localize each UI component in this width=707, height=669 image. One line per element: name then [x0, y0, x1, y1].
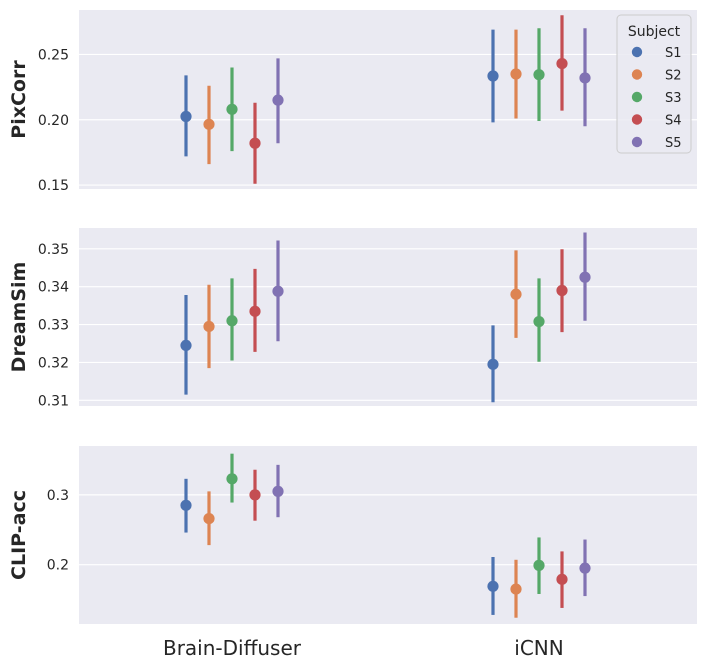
panel-pixcorr: 0.15 0.20 0.25 PixCorr [8, 10, 697, 194]
data-point [579, 72, 591, 84]
legend-marker [631, 46, 643, 58]
y-tick-label: 0.3 [47, 488, 69, 504]
legend-label: S2 [665, 69, 682, 84]
legend-marker [631, 69, 643, 80]
series-s4 [249, 249, 568, 352]
series-s2 [203, 250, 522, 369]
data-point [203, 118, 215, 130]
series-s5 [272, 28, 591, 144]
data-point [180, 339, 192, 352]
data-point [272, 285, 284, 297]
series-s2 [203, 491, 522, 618]
legend-label: S1 [665, 46, 682, 61]
data-point [180, 110, 192, 123]
series-s5 [272, 232, 591, 342]
data-point [226, 315, 238, 327]
y-tick-label: 0.34 [38, 280, 69, 296]
legend-entry-s5: S5 [631, 136, 682, 151]
y-axis-label: DreamSim [8, 262, 30, 373]
legend-marker [631, 91, 643, 103]
data-point [510, 68, 522, 80]
data-point [579, 562, 591, 574]
y-tick-label: 0.15 [38, 178, 69, 194]
plot-area [79, 228, 697, 406]
plot-area [79, 446, 697, 624]
y-tick-label: 0.2 [47, 558, 69, 574]
data-point [249, 489, 261, 501]
x-category-label: Brain-Diffuser [163, 636, 302, 660]
series-s3 [226, 28, 545, 152]
data-point [180, 499, 192, 511]
data-point [203, 320, 215, 333]
series-s3 [226, 278, 545, 362]
data-point [487, 580, 499, 592]
series-s1 [180, 295, 499, 403]
data-point [533, 315, 545, 328]
legend-entry-s2: S2 [631, 69, 682, 84]
legend-entry-s4: S4 [631, 114, 682, 129]
data-point [272, 94, 284, 106]
legend-title: Subject [628, 24, 681, 40]
legend-label: S4 [665, 114, 682, 129]
x-category-label: iCNN [514, 636, 563, 660]
y-tick-label: 0.20 [38, 113, 69, 129]
legend-label: S3 [665, 91, 682, 106]
y-tick-label: 0.32 [38, 355, 69, 371]
y-tick-label: 0.25 [38, 47, 69, 63]
y-axis-label: PixCorr [8, 60, 30, 139]
legend: Subject S1 S2 S3 S4 S5 [616, 14, 692, 154]
data-point [203, 512, 215, 525]
data-point [249, 305, 261, 317]
y-tick-label: 0.31 [38, 393, 69, 409]
data-point [226, 103, 238, 115]
data-point [272, 485, 284, 497]
data-point [487, 70, 499, 82]
series-s1 [180, 478, 499, 615]
series-s4 [249, 15, 568, 184]
data-point [487, 358, 499, 370]
data-point [510, 583, 522, 595]
data-point [533, 559, 545, 571]
series-s2 [203, 29, 522, 165]
data-point [556, 573, 568, 585]
legend-label: S5 [665, 136, 682, 151]
y-tick-label: 0.35 [38, 242, 69, 258]
panel-clip-acc: 0.2 0.3 CLIP-acc [8, 446, 697, 624]
series-s4 [249, 469, 568, 608]
series-s1 [180, 29, 499, 157]
data-point [556, 284, 568, 297]
series-s5 [272, 464, 591, 597]
panel-dreamsim: 0.31 0.32 0.33 0.34 0.35 DreamSim [8, 228, 697, 409]
data-point [579, 271, 591, 283]
series-s3 [226, 453, 545, 594]
data-point [510, 288, 522, 300]
legend-marker [631, 136, 643, 148]
legend-entry-s1: S1 [631, 46, 682, 61]
y-tick-label: 0.33 [38, 318, 69, 334]
data-point [226, 473, 238, 485]
data-point [533, 69, 545, 81]
y-axis-label: CLIP-acc [8, 490, 30, 580]
legend-marker [631, 114, 643, 125]
data-point [249, 137, 261, 149]
plot-area [79, 10, 697, 189]
data-point [556, 57, 568, 70]
legend-entry-s3: S3 [631, 91, 682, 106]
